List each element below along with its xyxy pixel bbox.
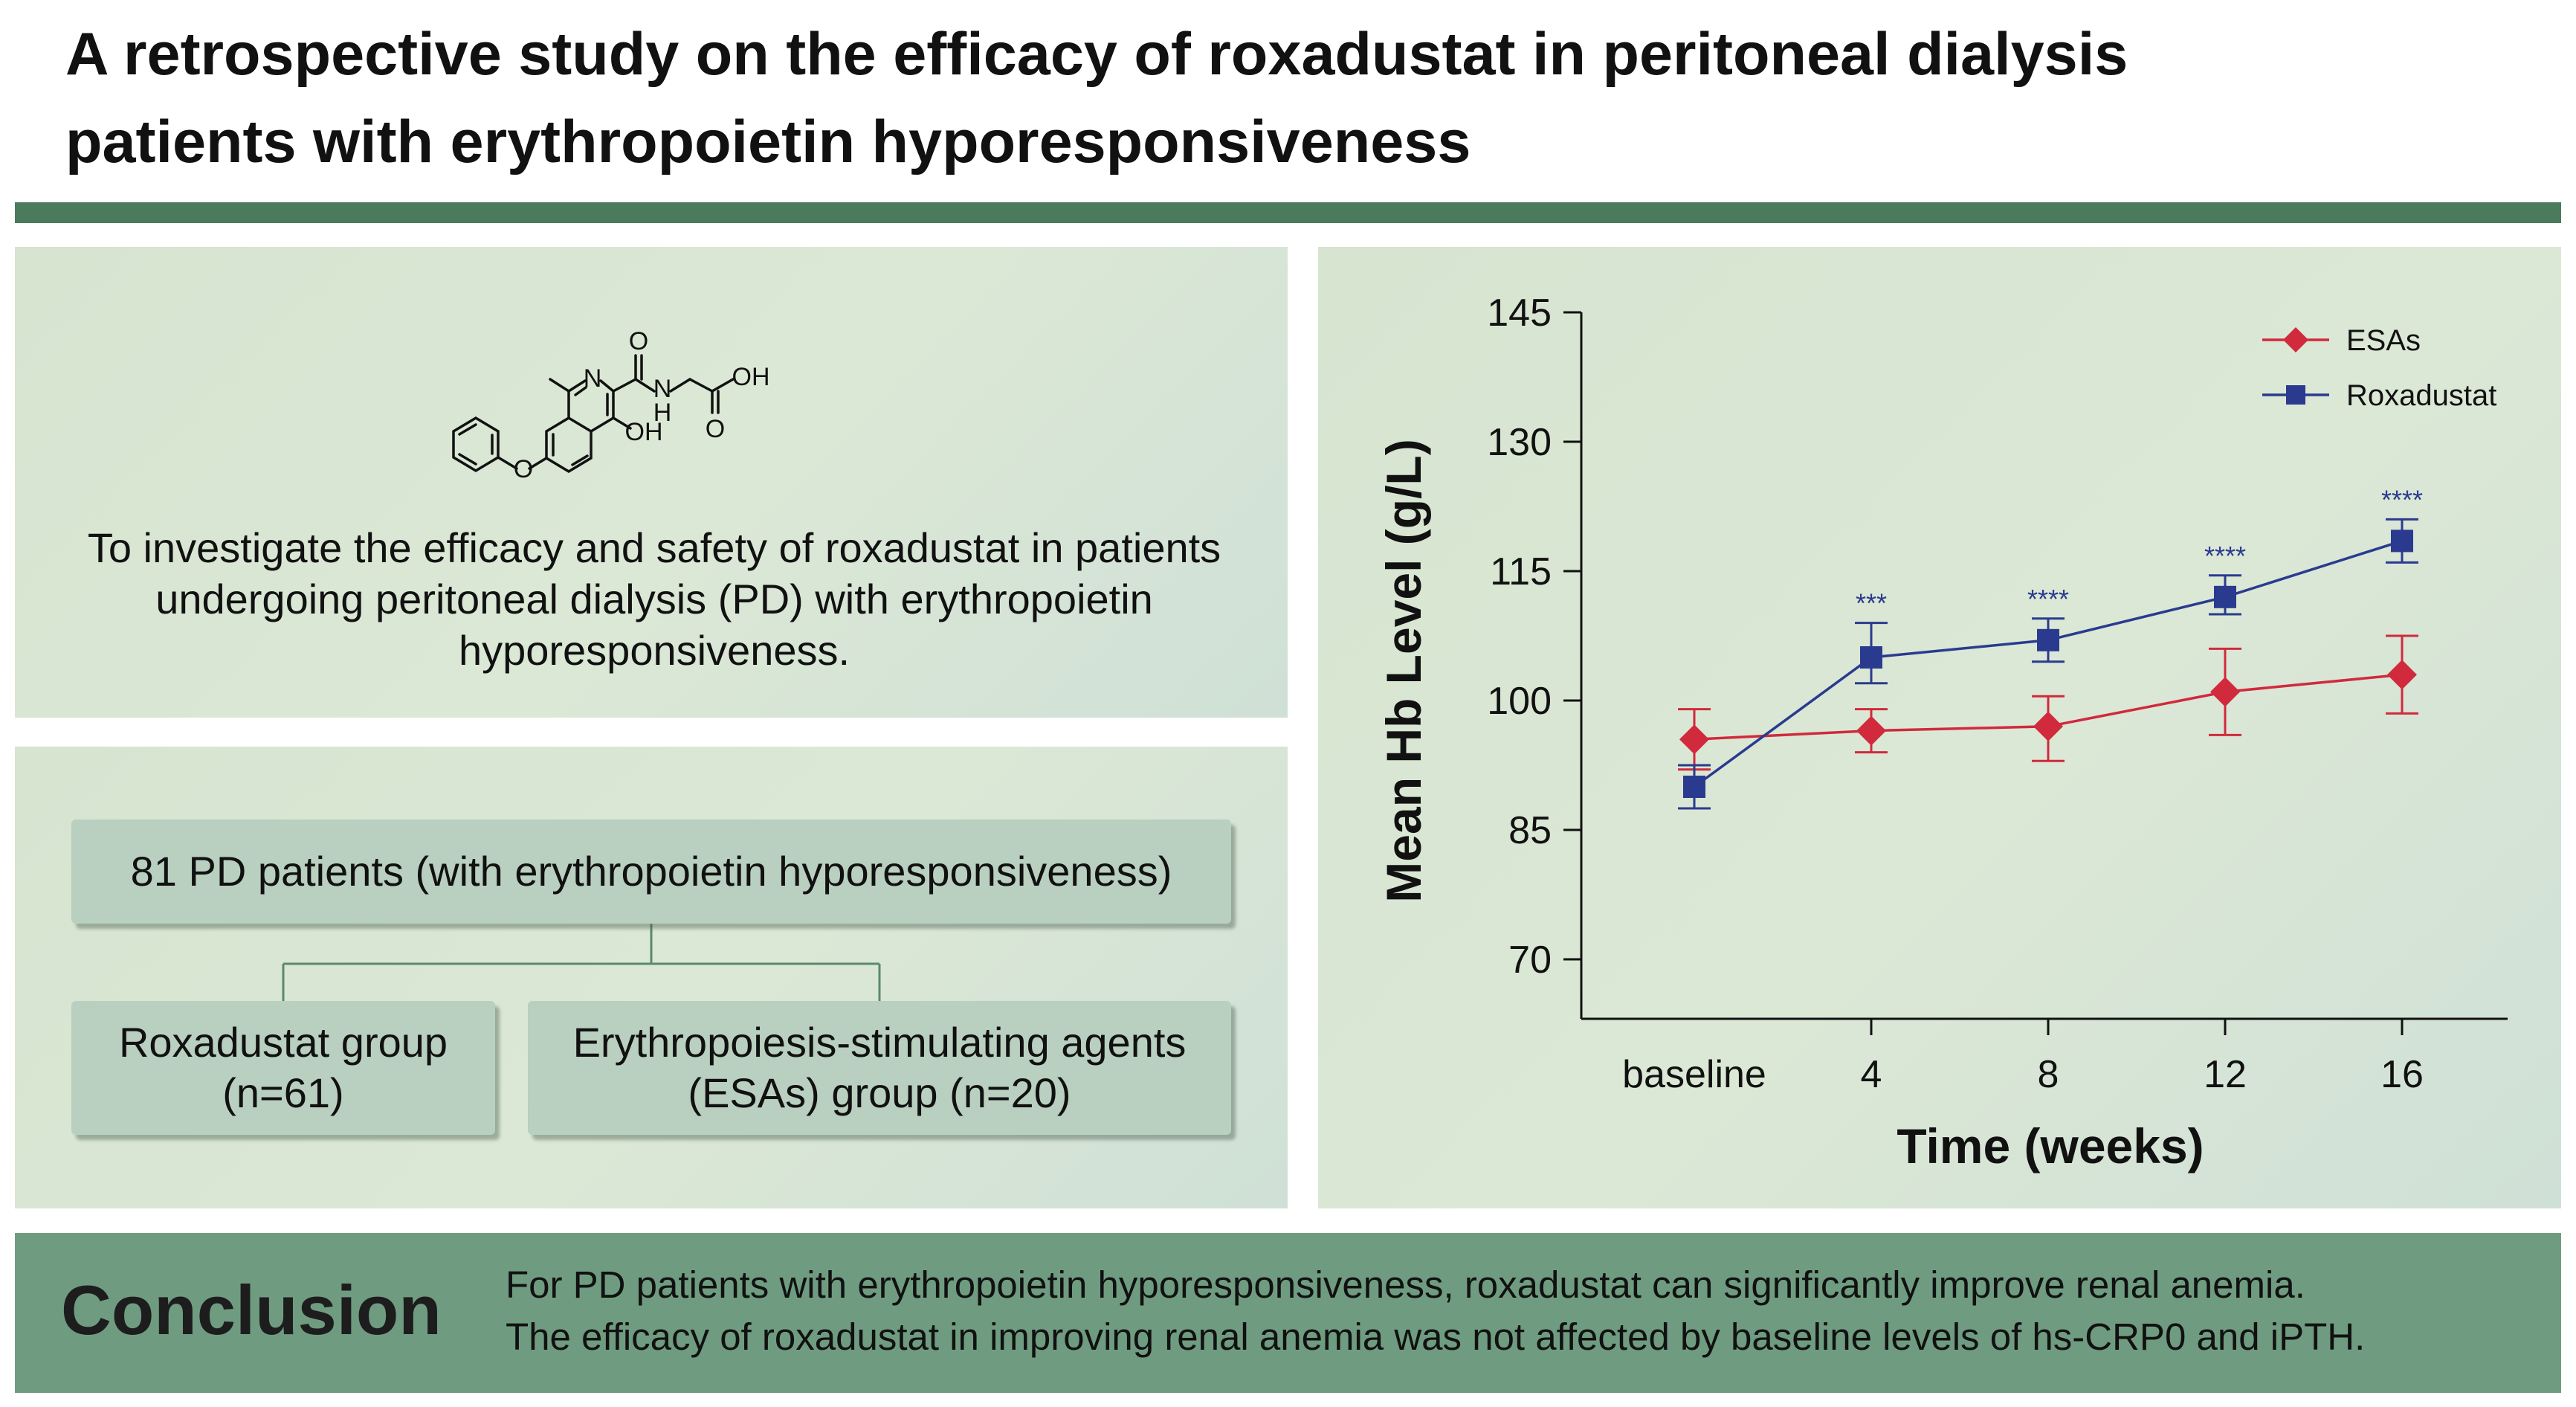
title-line-1: A retrospective study on the efficacy of…	[65, 21, 2128, 88]
x-tick-label: 4	[1861, 1053, 1882, 1096]
header-divider	[15, 202, 2561, 223]
study-aim-text: To investigate the efficacy and safety o…	[59, 522, 1249, 676]
atom-label-o-ether: O	[514, 455, 533, 483]
data-point-esas	[1679, 724, 1709, 755]
conclusion-heading: Conclusion	[61, 1271, 442, 1349]
y-axis-title: Mean Hb Level (g/L)	[1376, 439, 1431, 902]
data-point-roxadustat	[1683, 776, 1705, 798]
total-patients-box: 81 PD patients (with erythropoietin hypo…	[71, 820, 1231, 924]
data-point-roxadustat	[2037, 628, 2059, 651]
legend-label: ESAs	[2346, 324, 2421, 357]
atom-label-nh: N	[653, 375, 672, 403]
study-aim-panel: O N N H OH O OH O To investigate the eff…	[15, 247, 1288, 718]
flow-connector	[282, 924, 881, 1001]
roxadustat-group-box: Roxadustat group (n=61)	[71, 1001, 495, 1135]
data-point-esas	[1856, 715, 1886, 746]
aim-line-2: undergoing peritoneal dialysis (PD) with…	[155, 576, 1153, 622]
x-tick-label: 16	[2380, 1053, 2424, 1096]
aim-line-1: To investigate the efficacy and safety o…	[87, 524, 1221, 571]
legend-marker	[2283, 327, 2308, 352]
data-point-roxadustat	[2214, 585, 2236, 608]
aim-line-3: hyporesponsiveness.	[458, 627, 850, 674]
atom-label-n: N	[584, 364, 602, 393]
y-tick-label: 100	[1487, 680, 1552, 723]
x-tick-label: baseline	[1622, 1053, 1766, 1096]
x-tick-label: 8	[2038, 1053, 2059, 1096]
significance-label: ***	[1856, 588, 1887, 619]
y-tick-label: 115	[1490, 550, 1552, 593]
total-patients-label: 81 PD patients (with erythropoietin hypo…	[130, 848, 1172, 895]
data-point-esas	[2387, 660, 2417, 690]
conclusion-band: Conclusion For PD patients with erythrop…	[15, 1233, 2561, 1393]
significance-label: ****	[2204, 541, 2246, 571]
esa-group-label: Erythropoiesis-stimulating agents	[572, 1019, 1187, 1066]
y-tick-label: 85	[1508, 809, 1552, 852]
hb-line-chart: 70 85 100 115 130 145 baseline 4 8 12 16 Time (week…	[1376, 292, 2508, 1173]
esa-group-count: (ESAs) group (n=20)	[688, 1069, 1071, 1116]
x-tick-label: 12	[2204, 1053, 2247, 1096]
title-line-2: patients with erythropoietin hyporespons…	[65, 109, 1471, 176]
data-point-esas	[2210, 677, 2240, 707]
conclusion-line-1: For PD patients with erythropoietin hypo…	[506, 1263, 2305, 1306]
atom-label-o: O	[629, 327, 648, 355]
significance-label: ****	[2027, 584, 2069, 614]
x-axis-title: Time (weeks)	[1897, 1118, 2204, 1173]
legend-label: Roxadustat	[2346, 379, 2496, 412]
data-point-esas	[2033, 711, 2063, 741]
data-point-roxadustat	[2391, 529, 2413, 553]
atom-label-h: H	[653, 399, 672, 427]
y-tick-label: 145	[1487, 292, 1552, 335]
data-point-roxadustat	[1860, 646, 1882, 669]
conclusion-line-2: The efficacy of roxadustat in improving …	[506, 1316, 2366, 1358]
roxadustat-structure: O N N H OH O OH O	[452, 327, 770, 483]
page-title: A retrospective study on the efficacy of…	[65, 10, 2519, 186]
esa-group-box: Erythropoiesis-stimulating agents (ESAs)…	[528, 1001, 1231, 1135]
legend-marker	[2286, 385, 2305, 405]
atom-label-o-acid: O	[706, 415, 725, 443]
y-tick-label: 130	[1487, 421, 1552, 464]
roxadustat-group-label: Roxadustat group	[118, 1019, 448, 1066]
patient-flow-panel: 81 PD patients (with erythropoietin hypo…	[15, 747, 1288, 1208]
y-tick-label: 70	[1508, 938, 1552, 982]
roxadustat-group-count: (n=61)	[222, 1069, 344, 1116]
atom-label-oh-acid: OH	[732, 363, 770, 391]
hb-chart-panel: 70 85 100 115 130 145 baseline 4 8 12 16 Time (week…	[1318, 247, 2561, 1208]
significance-label: ****	[2381, 484, 2423, 515]
atom-label-oh-ring: OH	[625, 418, 663, 446]
